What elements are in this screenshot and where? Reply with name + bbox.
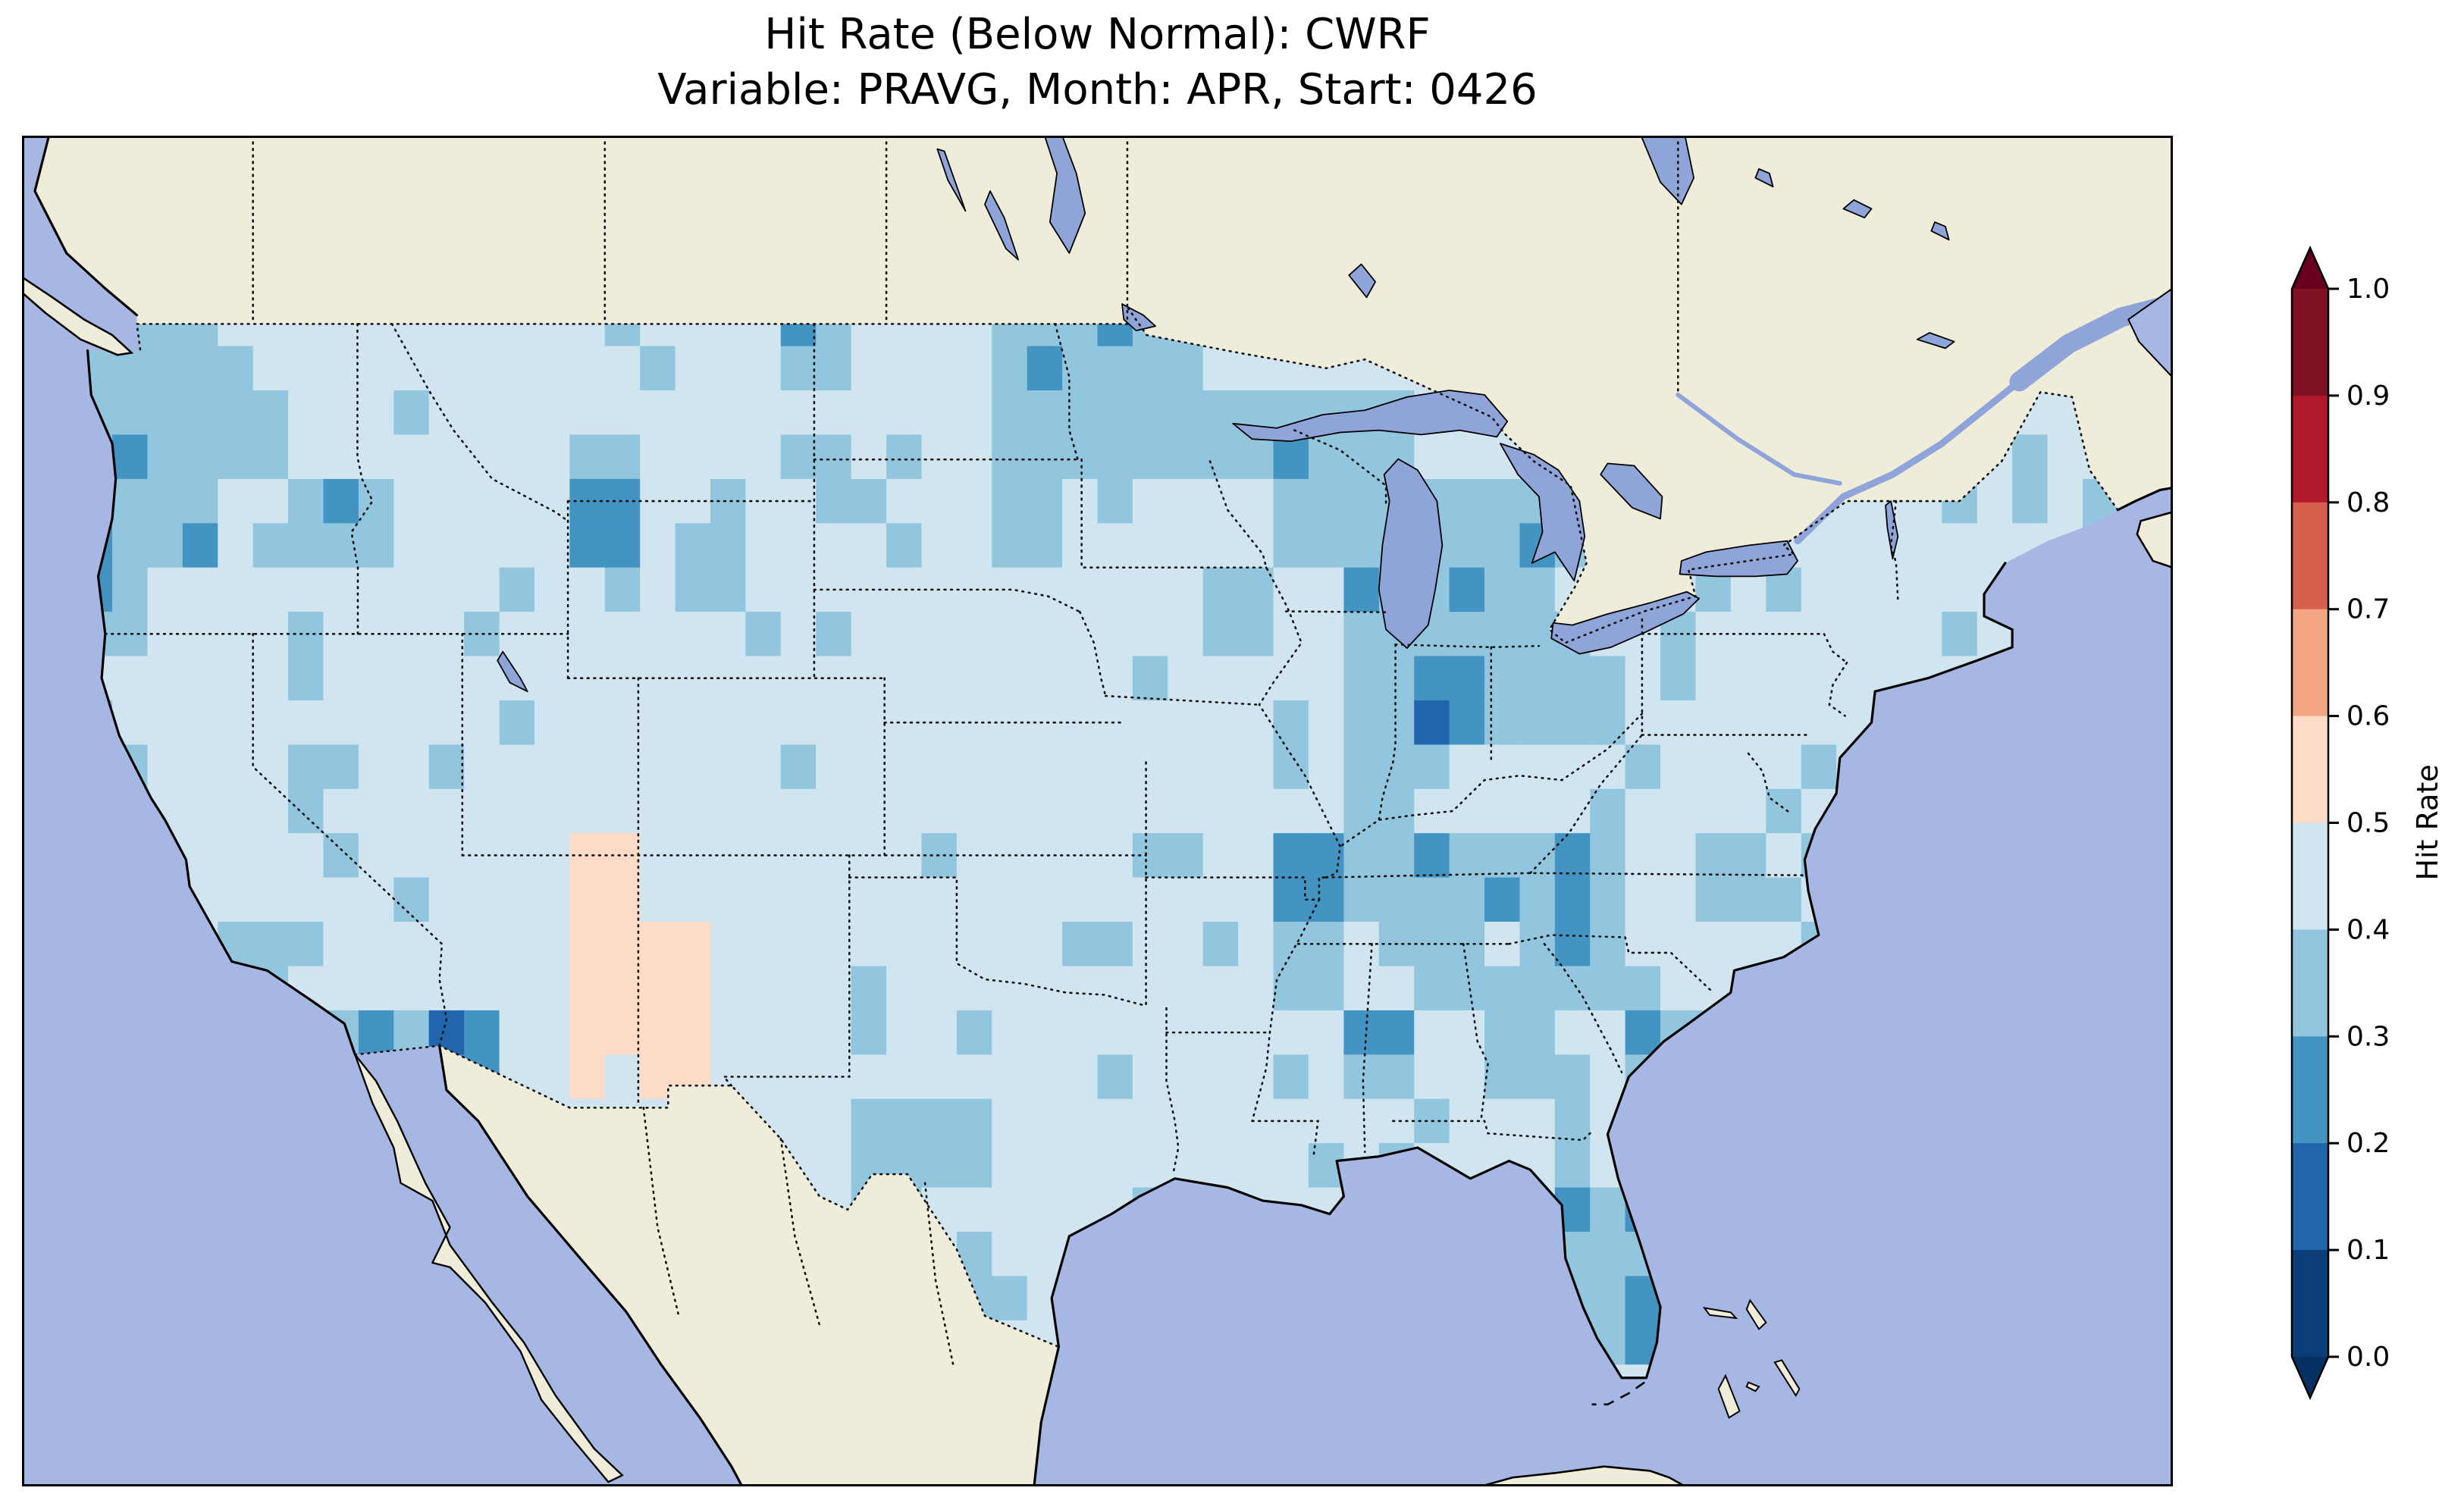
colorbar-tick-label: 0.6 xyxy=(2346,701,2390,732)
colorbar-tick-label: 0.7 xyxy=(2346,594,2390,625)
colorbar-band xyxy=(2292,822,2328,931)
title-line-1: Hit Rate (Below Normal): CWRF xyxy=(764,10,1431,59)
colorbar: 0.0 0.1 0.2 0.3 0.4 0.5 0.6 0.7 0.8 0.9 1.0 Hit Ra… xyxy=(2290,245,2444,1401)
colorbar-band xyxy=(2292,716,2328,824)
colorbar-tick-label: 0.9 xyxy=(2346,381,2390,412)
colorbar-band xyxy=(2292,502,2328,610)
colorbar-tick-label: 0.8 xyxy=(2346,487,2390,518)
colorbar-label: Hit Rate xyxy=(2411,764,2444,880)
colorbar-band xyxy=(2292,1143,2328,1251)
colorbar-bands xyxy=(2290,245,2330,1401)
colorbar-band xyxy=(2292,1250,2328,1358)
colorbar-tick-label: 1.0 xyxy=(2346,274,2390,305)
colorbar-tick-label: 0.1 xyxy=(2346,1235,2390,1266)
colorbar-band xyxy=(2292,395,2328,503)
islands-layer xyxy=(24,277,2171,1484)
country-borders xyxy=(136,303,2119,1348)
colorbar-tick-label: 0.0 xyxy=(2346,1342,2390,1373)
title-line-2: Variable: PRAVG, Month: APR, Start: 0426 xyxy=(657,64,1538,114)
colorbar-band xyxy=(2292,1036,2328,1144)
map-axes xyxy=(22,136,2173,1486)
colorbar-band xyxy=(2292,929,2328,1038)
colorbar-over-arrow xyxy=(2292,248,2328,289)
province-borders xyxy=(252,138,1679,1366)
colorbar-tick-label: 0.3 xyxy=(2346,1021,2390,1052)
colorbar-band xyxy=(2292,609,2328,717)
colorbar-band xyxy=(2292,289,2328,396)
figure-title: Hit Rate (Below Normal): CWRF Variable: … xyxy=(22,8,2173,118)
colorbar-tick-label: 0.5 xyxy=(2346,808,2390,839)
colorbar-ticks: 0.0 0.1 0.2 0.3 0.4 0.5 0.6 0.7 0.8 0.9 1.0 xyxy=(2328,274,2390,1373)
lakes-layer xyxy=(497,138,1955,693)
coastline-layer xyxy=(33,138,2171,1484)
us-hit-rate-map xyxy=(24,138,2171,1484)
colorbar-tick-label: 0.4 xyxy=(2346,914,2390,945)
state-borders xyxy=(104,323,1899,1176)
colorbar-under-arrow xyxy=(2292,1357,2328,1398)
colorbar-tick-label: 0.2 xyxy=(2346,1128,2390,1159)
